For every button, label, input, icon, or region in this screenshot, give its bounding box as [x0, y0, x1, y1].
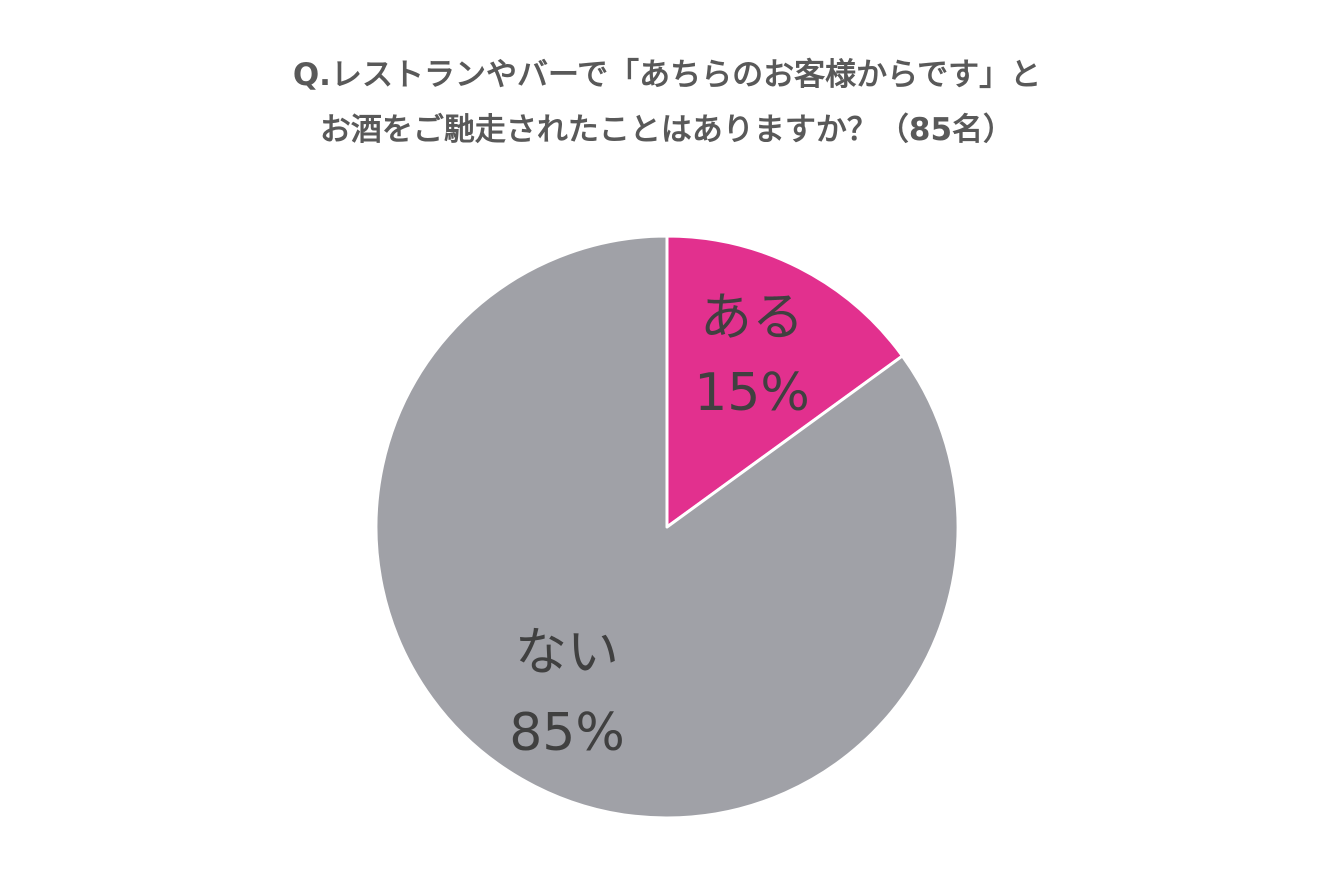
- slice-value-aru: 15%: [694, 363, 810, 423]
- pie-labels: ある 15% ない 85%: [509, 288, 810, 763]
- slice-value-nai: 85%: [509, 703, 625, 763]
- pie-slice-aru: [665, 234, 904, 529]
- slice-label-nai: ない: [515, 623, 619, 683]
- chart-title-line-1: Q.レストランやバーで「あちらのお客様からです」と: [292, 57, 1042, 93]
- pie-slices: [374, 234, 960, 820]
- pie-slice-nai: [374, 234, 960, 820]
- chart-title-line-2: お酒をご馳走されたことはありますか？（85名）: [319, 112, 1015, 148]
- slice-label-aru: ある: [700, 288, 804, 348]
- chart-title: Q.レストランやバーで「あちらのお客様からです」と お酒をご馳走されたことはあり…: [0, 48, 1334, 158]
